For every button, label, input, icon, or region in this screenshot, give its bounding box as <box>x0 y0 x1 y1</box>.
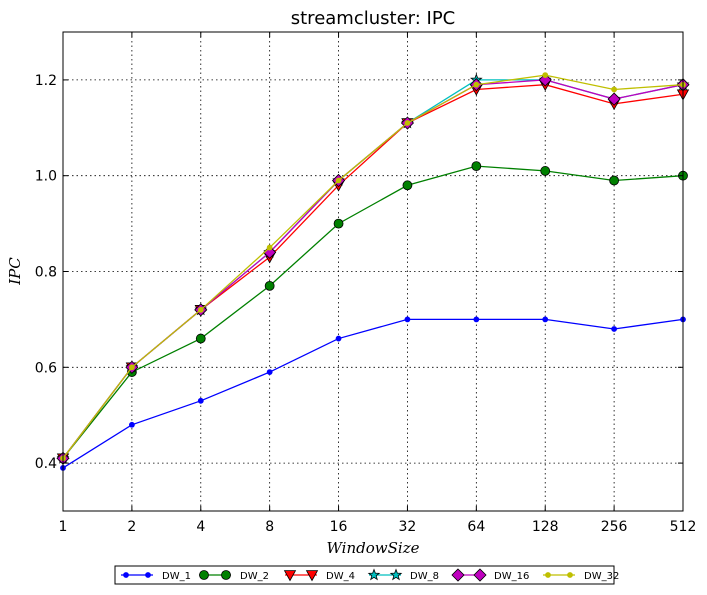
legend-marker <box>145 572 151 578</box>
legend-label: DW_4 <box>326 571 355 582</box>
data-point <box>542 316 549 323</box>
series-line <box>62 74 684 459</box>
legend-frame <box>114 565 615 585</box>
legend-entry: DW_1 <box>121 571 191 582</box>
data-point <box>538 73 552 87</box>
data-point <box>542 72 549 79</box>
legend-marker <box>545 572 551 578</box>
data-point <box>266 244 273 251</box>
x-tick-label: 256 <box>601 519 628 535</box>
series-layer <box>56 72 690 471</box>
data-point <box>471 161 482 172</box>
data-point <box>335 335 342 342</box>
data-point <box>473 316 480 323</box>
legend-entry: DW_32 <box>543 571 619 582</box>
legend-marker <box>389 568 403 581</box>
legend: DW_1 DW_2 DW_4 DW_8 DW_16 DW_32 <box>114 565 619 585</box>
data-point <box>264 280 275 291</box>
data-point <box>402 180 413 191</box>
data-point <box>197 306 204 313</box>
legend-marker <box>283 570 297 582</box>
data-point <box>335 177 342 184</box>
series-DW_4 <box>56 79 690 465</box>
legend-label: DW_8 <box>410 571 439 582</box>
legend-entry: DW_16 <box>451 568 529 582</box>
series-line <box>62 318 684 469</box>
y-tick-label: 0.8 <box>35 265 57 281</box>
legend-label: DW_32 <box>584 571 619 582</box>
legend-marker <box>123 572 129 578</box>
data-point <box>609 175 620 186</box>
legend-entry: DW_4 <box>283 570 355 582</box>
data-point <box>611 86 618 93</box>
data-point <box>473 81 480 88</box>
grid <box>63 32 683 511</box>
data-point <box>266 369 273 375</box>
legend-label: DW_1 <box>162 571 191 582</box>
data-point <box>404 316 411 323</box>
data-point <box>333 218 344 229</box>
x-axis-label: WindowSize <box>327 539 420 557</box>
legend-marker <box>221 570 231 580</box>
legend-marker <box>305 570 319 582</box>
x-tick-label: 32 <box>399 519 417 535</box>
legend-label: DW_16 <box>494 571 529 582</box>
data-point <box>128 421 135 428</box>
x-tick-label: 128 <box>532 519 559 535</box>
series-line <box>62 79 684 459</box>
data-point <box>611 326 618 332</box>
series-DW_1 <box>60 316 686 471</box>
data-point <box>404 120 411 126</box>
legend-marker <box>567 572 573 578</box>
y-tick-label: 1.2 <box>35 73 57 89</box>
series-line <box>62 165 684 459</box>
tick-layer: 1 2 4 8 16 32 64 128 256 512 0.4 0.6 0.8 1.0 1.2 <box>35 32 697 535</box>
legend-marker <box>367 568 381 581</box>
series-DW_32 <box>60 72 686 462</box>
chart-title: streamcluster: IPC <box>291 8 456 29</box>
x-tick-label: 16 <box>330 519 348 535</box>
y-axis-label: IPC <box>6 257 24 286</box>
data-point <box>128 364 135 371</box>
data-point <box>607 92 621 106</box>
y-tick-label: 0.6 <box>35 360 57 376</box>
x-tick-label: 8 <box>265 519 274 535</box>
x-tick-label: 1 <box>59 519 68 535</box>
legend-label: DW_2 <box>240 571 269 582</box>
y-tick-label: 0.4 <box>35 456 57 472</box>
x-tick-label: 4 <box>196 519 205 535</box>
legend-marker <box>199 570 209 580</box>
data-point <box>197 397 204 404</box>
legend-marker <box>451 568 465 582</box>
x-tick-label: 64 <box>467 519 485 535</box>
data-point <box>540 166 551 176</box>
data-point <box>195 333 206 344</box>
series-DW_8 <box>56 73 690 464</box>
legend-entry: DW_8 <box>367 568 439 582</box>
series-DW_16 <box>56 73 690 465</box>
series-line <box>62 79 684 459</box>
x-tick-label: 512 <box>670 519 697 535</box>
x-tick-label: 2 <box>127 519 136 535</box>
legend-marker <box>473 568 487 582</box>
legend-entry: DW_2 <box>199 570 269 582</box>
y-tick-label: 1.0 <box>35 169 57 185</box>
